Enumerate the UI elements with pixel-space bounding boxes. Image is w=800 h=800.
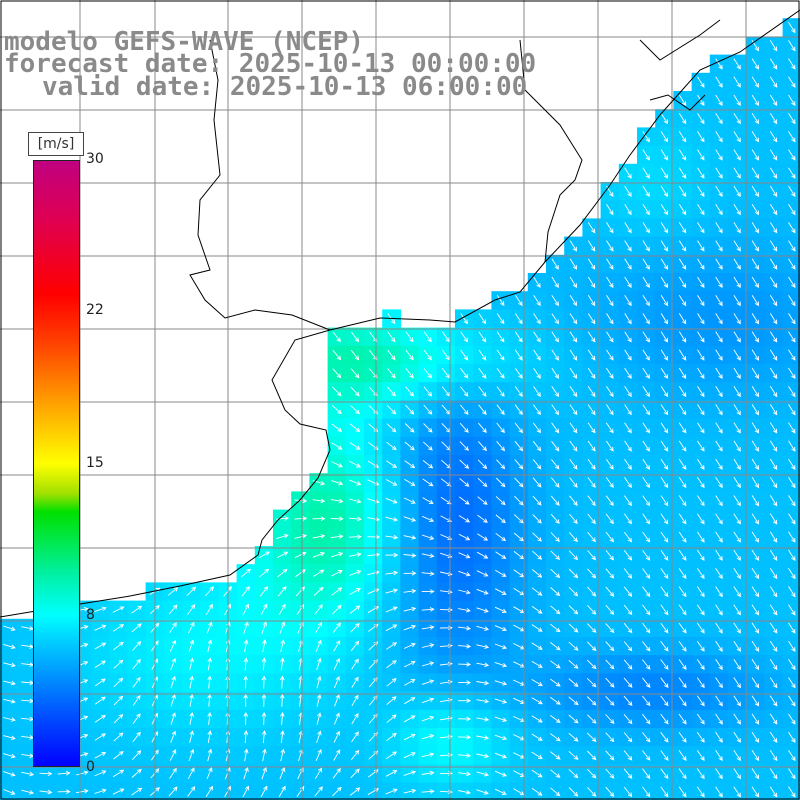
wind-vectors <box>3 21 796 798</box>
colorbar-tick-8: 8 <box>86 607 95 623</box>
colorbar-tick-15: 15 <box>86 455 104 471</box>
wind-speed-cells <box>0 18 800 800</box>
colorbar-tick-22: 22 <box>86 302 104 318</box>
colorbar-tick-0: 0 <box>86 759 95 775</box>
colorbar-unit: [m/s] <box>28 132 84 156</box>
colorbar <box>33 160 80 767</box>
title-model: modelo GEFS-WAVE (NCEP) <box>4 27 365 57</box>
title-forecast-date: forecast date: 2025-10-13 00:00:00 <box>4 49 537 79</box>
coastline <box>0 9 800 618</box>
title-valid-date: valid date: 2025-10-13 06:00:00 <box>42 72 528 102</box>
colorbar-tick-30: 30 <box>86 151 104 167</box>
